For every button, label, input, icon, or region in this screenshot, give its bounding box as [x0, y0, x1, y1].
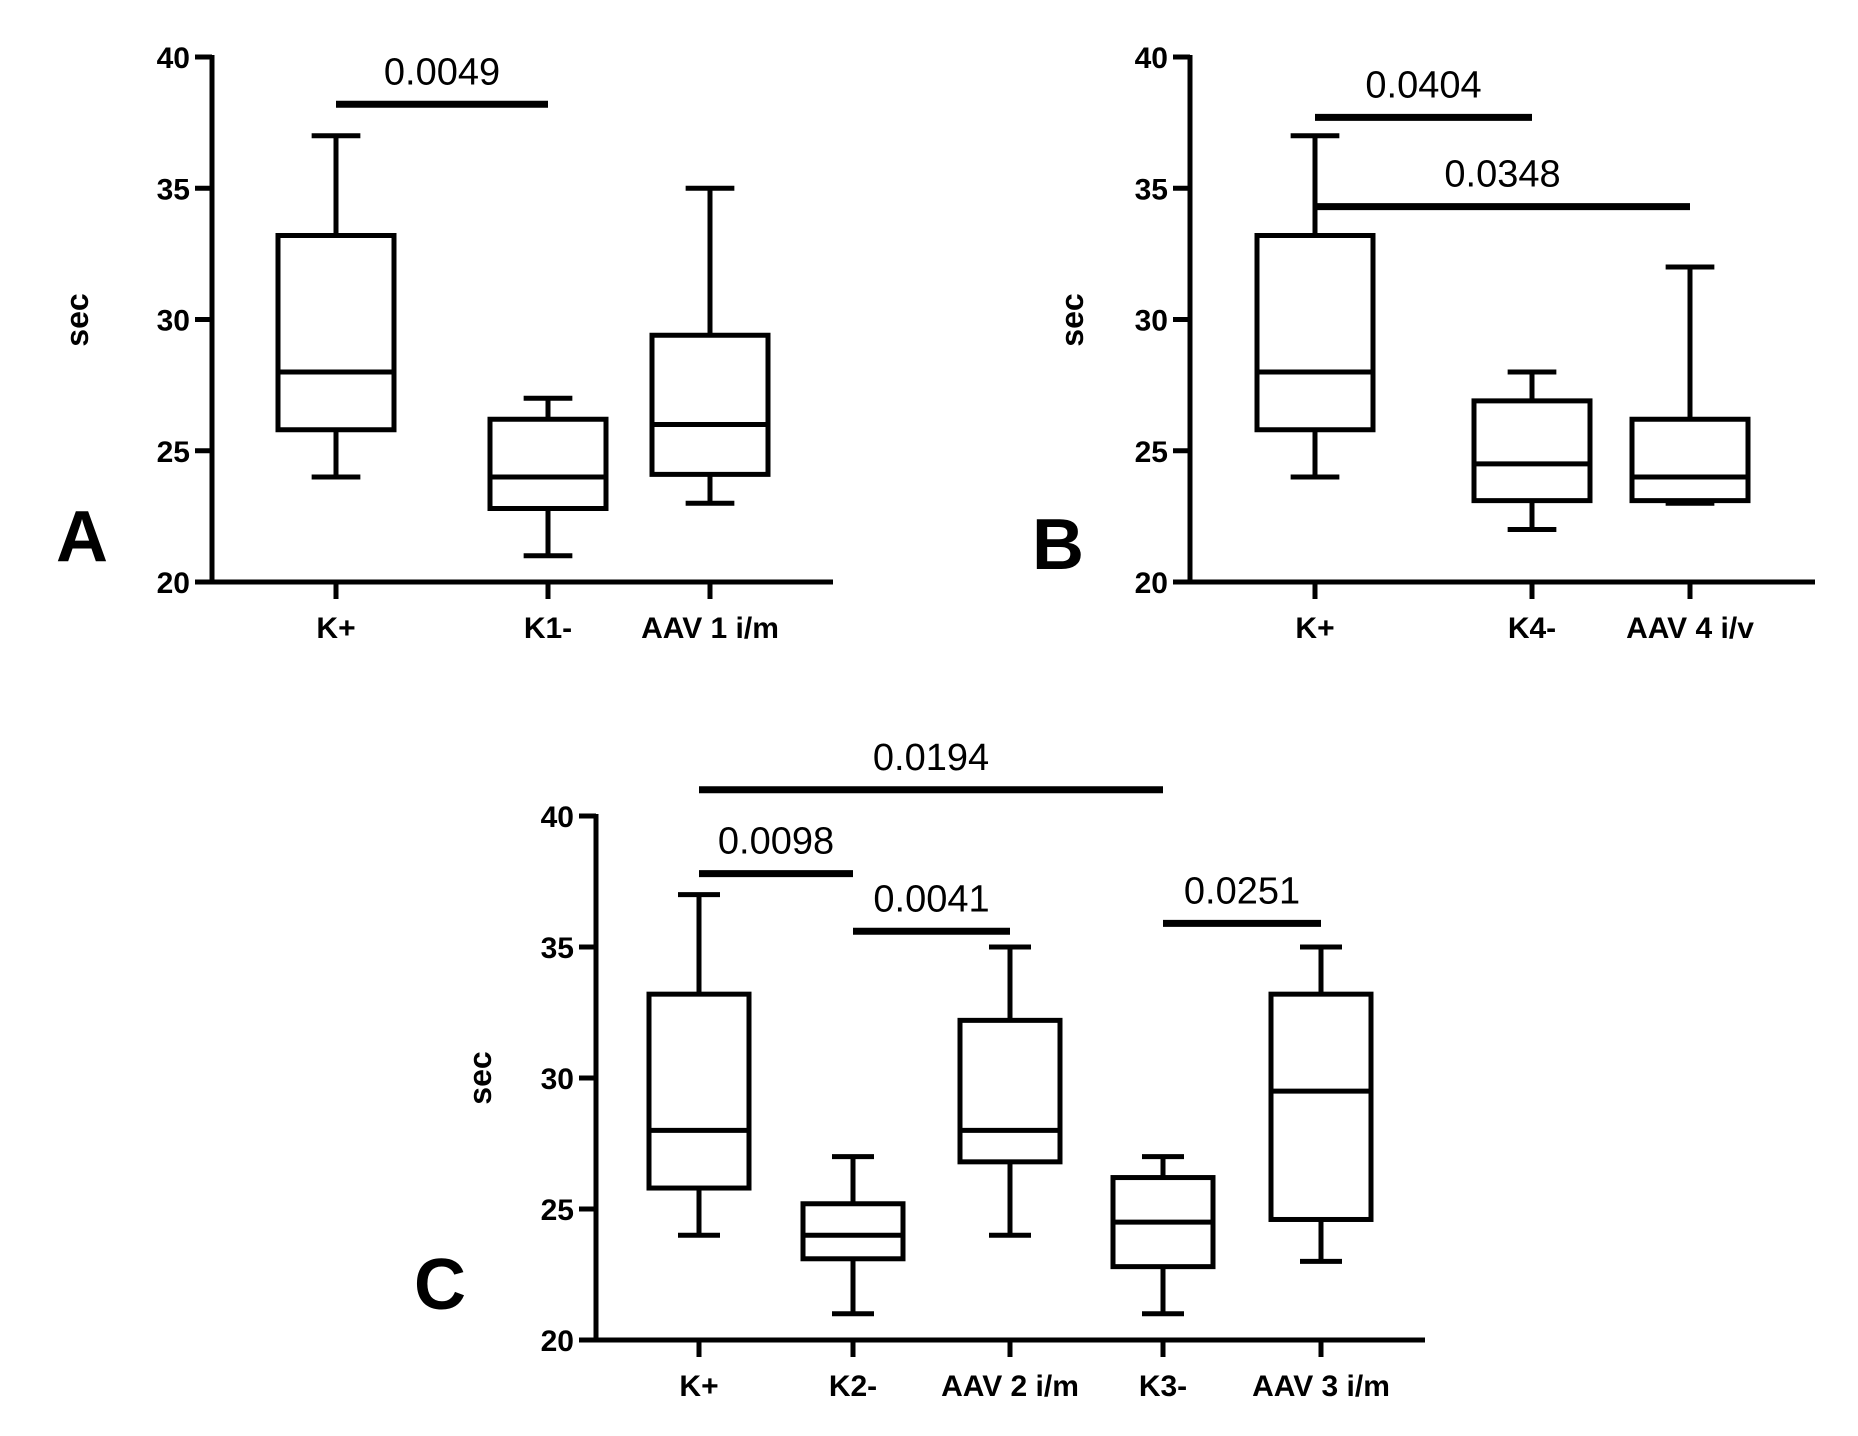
y-axis-label: sec — [59, 293, 95, 346]
box-plot — [1268, 944, 1374, 1264]
y-axis-label: sec — [1054, 293, 1090, 346]
x-tick-label: K+ — [1295, 612, 1334, 645]
box-plot — [649, 185, 771, 506]
box-plot — [1629, 264, 1751, 506]
x-tick-label: K4- — [1508, 612, 1556, 645]
y-tick-label: 35 — [541, 932, 574, 965]
box-plot — [275, 133, 397, 480]
x-tick-label: AAV 3 i/m — [1252, 1370, 1390, 1403]
p-value-label: 0.0404 — [1365, 64, 1481, 106]
box-plot — [957, 944, 1063, 1238]
iqr-box — [957, 1017, 1063, 1165]
iqr-box — [487, 416, 609, 511]
y-tick-label: 30 — [541, 1063, 574, 1096]
iqr-box — [649, 332, 771, 477]
p-value-label: 0.0049 — [384, 51, 500, 93]
x-tick-label: K1- — [524, 612, 572, 645]
box-plot — [646, 892, 752, 1238]
panel-letter: B — [1032, 505, 1084, 585]
y-tick-label: 40 — [157, 42, 190, 75]
iqr-box — [646, 991, 752, 1191]
y-tick-label: 25 — [1135, 436, 1168, 469]
p-value-label: 0.0041 — [873, 878, 989, 920]
box-plot — [1254, 133, 1376, 480]
iqr-box — [275, 233, 397, 433]
x-tick-label: K+ — [679, 1370, 718, 1403]
y-tick-label: 35 — [1135, 173, 1168, 206]
iqr-box — [1254, 233, 1376, 433]
x-tick-label: AAV 2 i/m — [941, 1370, 1079, 1403]
y-tick-label: 40 — [1135, 42, 1168, 75]
box-plot — [487, 395, 609, 559]
iqr-box — [1629, 416, 1751, 504]
p-value-label: 0.0251 — [1184, 870, 1300, 912]
box-plot — [1110, 1154, 1216, 1317]
y-tick-label: 35 — [157, 173, 190, 206]
x-tick-label: K2- — [829, 1370, 877, 1403]
iqr-box — [800, 1201, 906, 1262]
panel-letter: C — [414, 1245, 466, 1325]
iqr-box — [1471, 398, 1593, 504]
y-tick-label: 20 — [1135, 567, 1168, 600]
box-plot — [1471, 369, 1593, 532]
p-value-label: 0.0098 — [718, 821, 834, 863]
y-tick-label: 30 — [157, 305, 190, 338]
y-tick-label: 20 — [541, 1325, 574, 1358]
y-tick-label: 40 — [541, 801, 574, 834]
p-value-label: 0.0348 — [1444, 154, 1560, 196]
x-tick-label: AAV 1 i/m — [641, 612, 779, 645]
y-tick-label: 25 — [541, 1194, 574, 1227]
iqr-box — [1268, 991, 1374, 1222]
y-tick-label: 30 — [1135, 305, 1168, 338]
y-tick-label: 20 — [157, 567, 190, 600]
y-axis-label: sec — [462, 1051, 498, 1104]
panel-letter: A — [56, 497, 108, 577]
p-value-label: 0.0194 — [873, 737, 989, 779]
box-plot — [800, 1154, 906, 1317]
y-tick-label: 25 — [157, 436, 190, 469]
x-tick-label: K+ — [316, 612, 355, 645]
x-tick-label: AAV 4 i/v — [1626, 612, 1754, 645]
x-tick-label: K3- — [1139, 1370, 1187, 1403]
